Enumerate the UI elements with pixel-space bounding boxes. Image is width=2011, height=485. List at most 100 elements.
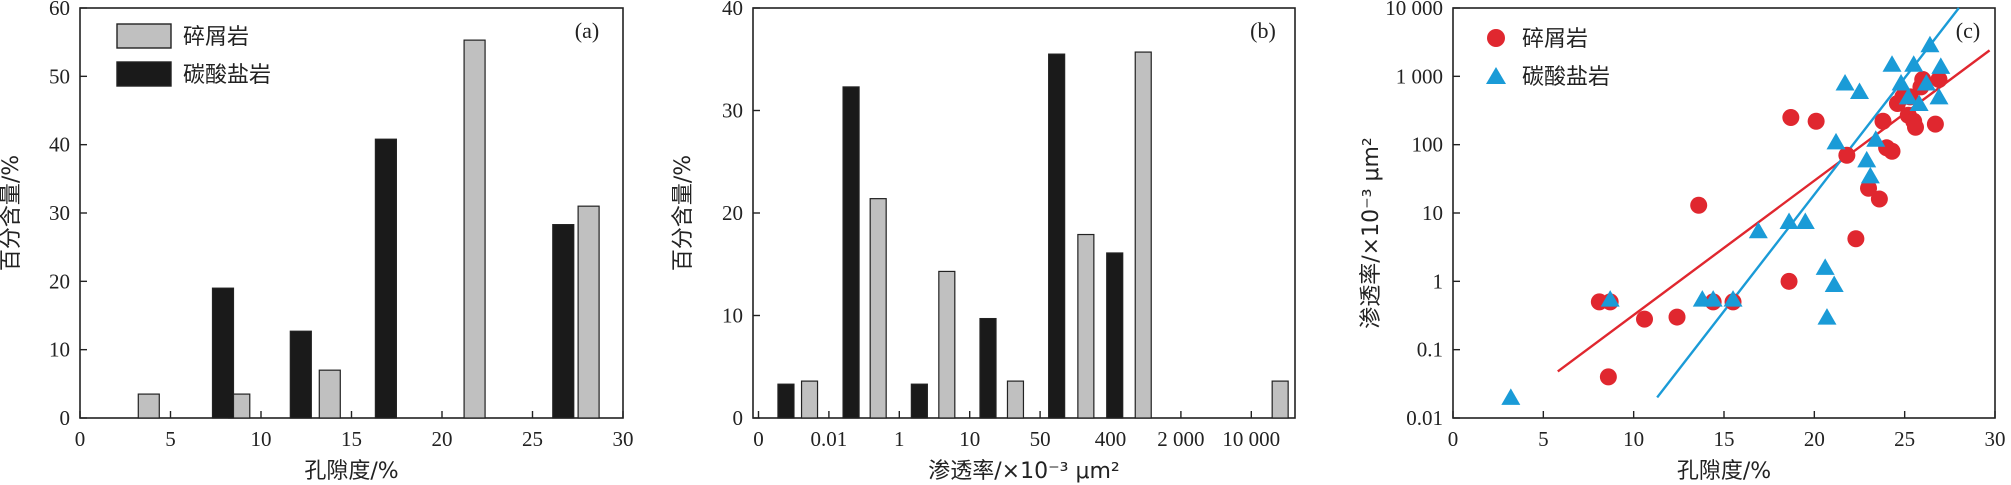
x-tick-label-b-0: 0 (753, 427, 764, 451)
point-carbonate-6 (1779, 212, 1799, 230)
point-carbonate-5 (1748, 221, 1768, 239)
point-clastic-1 (1599, 368, 1617, 386)
bar-b-carbonate-2 (910, 383, 928, 419)
bar-b-clastic-3 (1006, 380, 1025, 419)
x-tick-label-c-0: 0 (1448, 427, 1459, 451)
y-tick-label-c-1: 0.1 (1417, 338, 1443, 362)
point-carbonate-3 (1703, 290, 1723, 307)
legend-label-0-0: 碎屑岩 (183, 25, 249, 50)
point-clastic-9 (1782, 108, 1800, 126)
legend-label-2-1: 碳酸盐岩 (1522, 65, 1610, 90)
bar-a-clastic-2 (318, 369, 341, 419)
x-axis-title-b: 渗透率/×10⁻³ μm² (928, 459, 1120, 484)
bar-b-carbonate-0 (777, 383, 795, 419)
point-carbonate-21 (1909, 94, 1929, 112)
trendline-carbonate (1656, 7, 1960, 399)
point-carbonate-11 (1826, 132, 1846, 150)
point-clastic-11 (1838, 146, 1856, 164)
y-tick-label-c-6: 10 000 (1385, 0, 1443, 20)
plot-frame-1 (752, 7, 1296, 419)
point-carbonate-14 (1857, 150, 1877, 168)
point-clastic-12 (1847, 230, 1865, 248)
x-tick-label-b-6: 2 000 (1157, 427, 1204, 451)
y-tick-label-b-0: 0 (733, 406, 744, 430)
x-tick-label-c-6: 30 (1985, 427, 2006, 451)
panel-label-c: (c) (1956, 18, 1980, 43)
bar-b-clastic-1 (869, 198, 887, 419)
x-tick-label-c-4: 20 (1804, 427, 1825, 451)
x-axis-title-a: 孔隙度/% (304, 459, 398, 484)
point-clastic-10 (1807, 112, 1825, 130)
x-tick-label-c-1: 5 (1538, 427, 1549, 451)
y-axis-title-b: 百分含量/% (671, 155, 696, 271)
bar-a-carbonate-2 (374, 138, 397, 419)
point-carbonate-4 (1723, 290, 1743, 307)
point-carbonate-10 (1824, 275, 1844, 292)
x-tick-label-a-3: 15 (341, 427, 362, 451)
legend-label-2-0: 碎屑岩 (1522, 27, 1588, 52)
panel-label-a: (a) (575, 18, 599, 43)
panel-label-b: (b) (1250, 18, 1276, 43)
bar-b-carbonate-5 (1106, 252, 1124, 419)
x-tick-label-a-0: 0 (75, 427, 86, 451)
point-carbonate-13 (1850, 82, 1869, 99)
y-tick-label-a-3: 30 (49, 201, 70, 225)
legend-label-0-1: 碳酸盐岩 (183, 63, 271, 88)
point-clastic-4 (1668, 308, 1686, 326)
bar-a-clastic-4 (577, 205, 600, 419)
x-tick-label-a-6: 30 (613, 427, 634, 451)
x-tick-label-c-5: 25 (1894, 427, 1915, 451)
point-carbonate-23 (1920, 35, 1940, 53)
trendline-clastic (1557, 49, 1991, 373)
point-carbonate-0 (1501, 388, 1521, 405)
y-tick-label-a-2: 20 (49, 269, 70, 293)
y-axis-title-c: 渗透率/×10⁻³ μm² (1359, 137, 1384, 329)
point-carbonate-20 (1904, 55, 1924, 72)
legend-swatch-0-0 (116, 23, 172, 49)
x-tick-label-b-7: 10 000 (1222, 427, 1280, 451)
x-tick-label-a-2: 10 (251, 427, 272, 451)
y-tick-label-c-2: 1 (1433, 269, 1444, 293)
x-tick-label-b-1: 0.01 (811, 427, 848, 451)
point-clastic-15 (1874, 112, 1892, 130)
point-carbonate-15 (1860, 166, 1880, 184)
bar-a-clastic-3 (463, 39, 486, 419)
y-tick-label-c-0: 0.01 (1406, 406, 1443, 430)
bar-a-carbonate-1 (289, 330, 312, 419)
point-carbonate-25 (1931, 57, 1951, 74)
point-carbonate-12 (1835, 73, 1855, 91)
legend-swatch-0-1 (116, 61, 172, 87)
point-carbonate-9 (1817, 308, 1837, 325)
point-carbonate-22 (1916, 73, 1936, 91)
bar-b-carbonate-4 (1048, 53, 1066, 419)
bar-a-carbonate-0 (211, 287, 235, 419)
point-carbonate-24 (1929, 87, 1949, 105)
bar-b-carbonate-3 (979, 317, 997, 419)
point-clastic-23 (1907, 118, 1925, 136)
point-clastic-13 (1860, 179, 1878, 197)
point-clastic-17 (1883, 142, 1901, 160)
bar-b-clastic-4 (1077, 233, 1095, 419)
y-tick-label-b-4: 40 (722, 0, 743, 20)
point-carbonate-16 (1866, 130, 1886, 147)
x-tick-label-b-2: 1 (894, 427, 905, 451)
y-axis-title-a: 百分含量/% (0, 155, 24, 271)
point-carbonate-17 (1882, 55, 1902, 72)
point-clastic-27 (1930, 70, 1948, 88)
bar-b-clastic-0 (800, 380, 819, 419)
point-clastic-26 (1926, 115, 1944, 133)
y-tick-label-a-0: 0 (60, 406, 71, 430)
y-tick-label-a-4: 40 (49, 133, 70, 157)
bar-a-carbonate-3 (552, 224, 575, 419)
bar-b-carbonate-1 (842, 86, 860, 419)
y-tick-label-b-1: 10 (722, 304, 743, 328)
x-tick-label-c-2: 10 (1623, 427, 1644, 451)
bar-a-clastic-0 (137, 393, 160, 419)
y-tick-label-a-5: 50 (49, 64, 70, 88)
x-tick-label-a-1: 5 (165, 427, 176, 451)
y-tick-label-c-3: 10 (1422, 201, 1443, 225)
y-tick-label-b-2: 20 (722, 201, 743, 225)
x-axis-title-c: 孔隙度/% (1677, 459, 1771, 484)
